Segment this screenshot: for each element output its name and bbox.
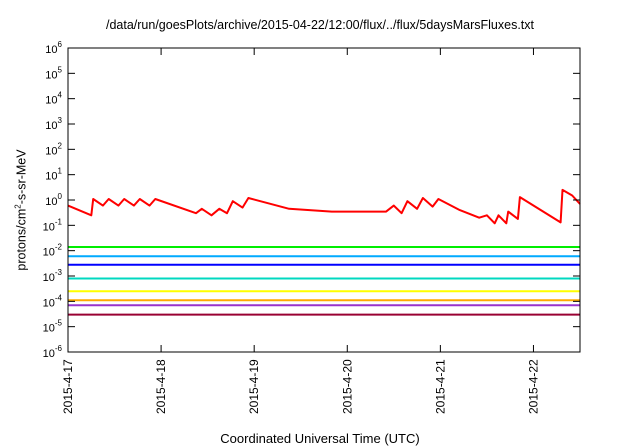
y-tick-base: 10	[45, 171, 57, 183]
y-tick-exponent: 1	[58, 167, 63, 176]
y-tick-label: 10-1	[43, 217, 63, 233]
y-tick-exponent: -2	[55, 243, 63, 252]
y-tick-base: 10	[43, 247, 55, 259]
y-tick-label: 103	[45, 116, 62, 132]
y-tick-base: 10	[43, 272, 55, 284]
y-tick-label: 106	[45, 40, 62, 56]
x-tick-label: 2015-4-18	[154, 359, 168, 414]
y-tick-exponent: 3	[58, 116, 63, 125]
y-tick-exponent: 0	[58, 192, 63, 201]
y-tick-label: 10-5	[43, 319, 63, 335]
axes-layer: 10-610-510-410-310-210-11001011021031041…	[43, 40, 581, 414]
y-tick-exponent: -4	[55, 293, 63, 302]
y-tick-exponent: -1	[55, 217, 63, 226]
y-tick-label: 10-4	[43, 293, 63, 309]
plot-frame	[67, 47, 581, 353]
series-layer	[67, 188, 581, 316]
y-tick-base: 10	[45, 69, 57, 81]
x-tick-label: 2015-4-17	[61, 359, 75, 414]
y-tick-label: 101	[45, 167, 62, 183]
x-axis-label: Coordinated Universal Time (UTC)	[220, 431, 420, 446]
y-tick-exponent: 6	[58, 40, 63, 49]
y-tick-base: 10	[43, 348, 55, 360]
x-tick-label: 2015-4-20	[340, 359, 354, 414]
y-tick-exponent: 2	[58, 141, 63, 150]
y-tick-base: 10	[45, 145, 57, 157]
y-tick-exponent: -6	[55, 344, 63, 353]
y-tick-label: 100	[45, 192, 62, 208]
y-tick-exponent: -3	[55, 268, 63, 277]
series-line-1	[67, 188, 581, 225]
y-tick-label: 10-3	[43, 268, 63, 284]
chart-title: /data/run/goesPlots/archive/2015-04-22/1…	[105, 18, 534, 32]
x-tick-label: 2015-4-21	[433, 359, 447, 414]
y-tick-base: 10	[43, 323, 55, 335]
y-tick-label: 10-6	[43, 344, 63, 360]
y-tick-base: 10	[45, 120, 57, 132]
x-tick-label: 2015-4-19	[247, 359, 261, 414]
y-tick-base: 10	[43, 297, 55, 309]
y-tick-label: 104	[45, 91, 62, 107]
x-tick-label: 2015-4-22	[526, 359, 540, 414]
y-tick-base: 10	[45, 44, 57, 56]
y-tick-base: 10	[43, 221, 55, 233]
y-tick-label: 10-2	[43, 243, 63, 259]
y-tick-base: 10	[45, 95, 57, 107]
y-tick-exponent: 5	[58, 65, 63, 74]
y-tick-exponent: 4	[58, 91, 63, 100]
y-tick-label: 102	[45, 141, 62, 157]
y-tick-exponent: -5	[55, 319, 63, 328]
y-tick-label: 105	[45, 65, 62, 81]
y-tick-base: 10	[45, 196, 57, 208]
